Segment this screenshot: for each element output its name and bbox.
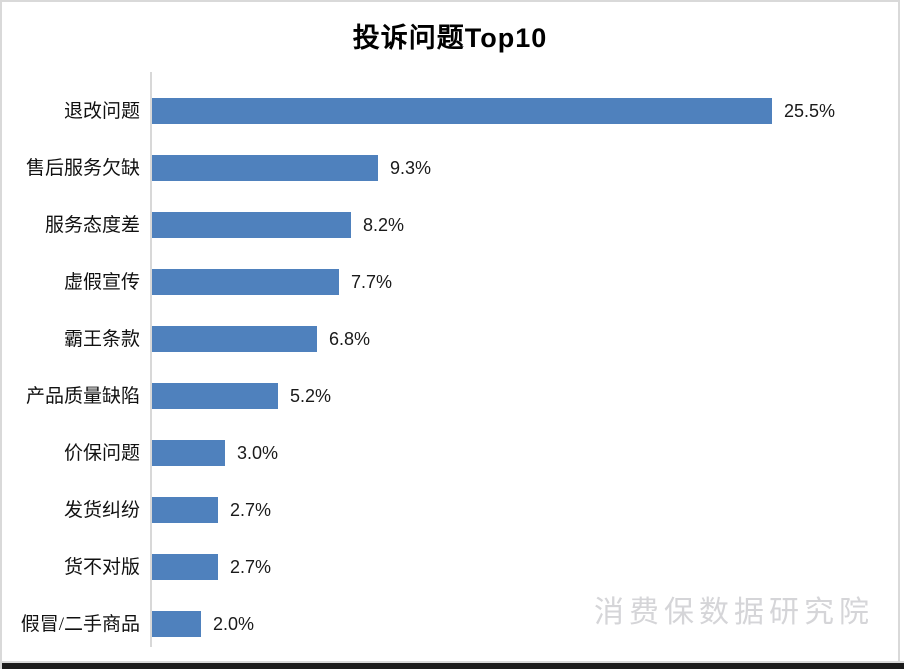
bar — [152, 383, 278, 409]
bar-rows-container: 退改问题 25.5% 售后服务欠缺 9.3% 服务态度差 8.2% 虚假宣传 7.7% 霸王条款… — [2, 83, 898, 653]
bar — [152, 497, 218, 523]
bar-row: 假冒/二手商品 2.0% — [2, 596, 898, 653]
bottom-border-line — [2, 661, 904, 663]
bar — [152, 440, 225, 466]
bar-row: 服务态度差 8.2% — [2, 197, 898, 254]
bottom-edge-strip — [2, 663, 904, 669]
category-label: 产品质量缺陷 — [25, 386, 140, 407]
category-label: 价保问题 — [63, 443, 140, 464]
value-label: 3.0% — [237, 443, 279, 463]
bar-row: 价保问题 3.0% — [2, 425, 898, 482]
bar-row: 售后服务欠缺 9.3% — [2, 140, 898, 197]
category-label: 售后服务欠缺 — [25, 158, 140, 179]
value-label: 8.2% — [363, 215, 405, 235]
bar-row: 虚假宣传 7.7% — [2, 254, 898, 311]
bar — [152, 212, 351, 238]
value-label: 2.0% — [213, 614, 255, 634]
bar — [152, 98, 772, 124]
y-axis-line — [150, 72, 152, 647]
bar-row: 产品质量缺陷 5.2% — [2, 368, 898, 425]
category-label: 假冒/二手商品 — [20, 614, 140, 635]
value-label: 5.2% — [290, 386, 332, 406]
value-label: 2.7% — [230, 557, 272, 577]
value-label: 25.5% — [784, 101, 836, 121]
category-label: 服务态度差 — [44, 215, 140, 236]
value-label: 9.3% — [390, 158, 432, 178]
bar — [152, 554, 218, 580]
value-label: 7.7% — [351, 272, 393, 292]
watermark: 消费保数据研究院 — [594, 596, 874, 629]
value-label: 2.7% — [230, 500, 272, 520]
chart-title: 投诉问题Top10 — [352, 23, 548, 53]
bar-row: 发货纠纷 2.7% — [2, 482, 898, 539]
category-label: 霸王条款 — [63, 329, 140, 350]
value-label: 6.8% — [329, 329, 371, 349]
bar — [152, 269, 339, 295]
bar — [152, 326, 317, 352]
bar-row: 霸王条款 6.8% — [2, 311, 898, 368]
category-label: 虚假宣传 — [63, 272, 140, 293]
category-label: 货不对版 — [63, 557, 140, 578]
category-label: 发货纠纷 — [63, 500, 140, 521]
bar — [152, 611, 201, 637]
category-label: 退改问题 — [63, 101, 140, 122]
bar-row: 退改问题 25.5% — [2, 83, 898, 140]
bar-row: 货不对版 2.7% — [2, 539, 898, 596]
bar — [152, 155, 378, 181]
